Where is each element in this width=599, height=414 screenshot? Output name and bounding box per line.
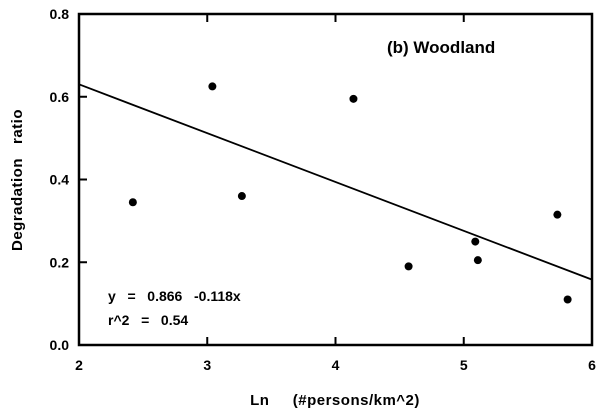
- x-tick-label: 6: [588, 357, 596, 373]
- x-tick-label: 4: [332, 357, 340, 373]
- y-tick-label: 0.6: [50, 89, 70, 105]
- data-point: [128, 198, 137, 207]
- data-point: [349, 94, 358, 103]
- regression-equation: y = 0.866 -0.118x: [108, 288, 241, 304]
- y-axis-label: Degradation ratio: [9, 109, 26, 251]
- y-axis-ticks: 0.0 0.2 0.4 0.6 0.8: [50, 6, 87, 353]
- x-tick-label: 5: [460, 357, 468, 373]
- regression-line: [78, 83, 593, 281]
- data-point: [237, 192, 246, 201]
- panel-label: (b) Woodland: [387, 38, 495, 57]
- x-axis-label: Ln (#persons/km^2): [250, 392, 420, 409]
- y-tick-label: 0.8: [50, 6, 70, 22]
- regression-r-squared: r^2 = 0.54: [108, 312, 188, 328]
- data-point: [471, 237, 480, 246]
- data-point: [473, 256, 482, 265]
- data-points: [128, 82, 572, 304]
- x-tick-label: 3: [203, 357, 211, 373]
- data-point: [553, 210, 562, 219]
- data-point: [208, 82, 217, 91]
- data-point: [404, 262, 413, 271]
- y-tick-label: 0.2: [50, 254, 70, 270]
- x-axis-ticks: 2 3 4 5 6: [75, 14, 596, 373]
- data-point: [563, 295, 572, 304]
- x-tick-label: 2: [75, 357, 83, 373]
- y-tick-label: 0.4: [50, 172, 70, 188]
- y-tick-label: 0.0: [50, 337, 70, 353]
